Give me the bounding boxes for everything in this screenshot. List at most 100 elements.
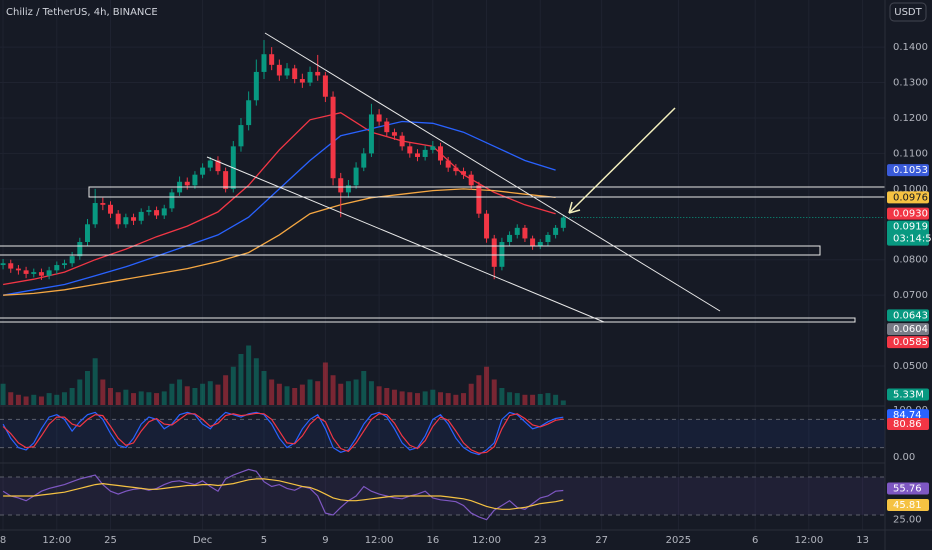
moving-average xyxy=(3,188,556,296)
candle-body xyxy=(246,100,252,126)
candle-body xyxy=(330,96,336,179)
candle-body xyxy=(138,211,144,221)
volume-bar xyxy=(484,366,490,405)
volume-bar xyxy=(276,383,282,405)
candle-body xyxy=(192,174,198,186)
candle-body xyxy=(530,238,536,246)
candle-body xyxy=(292,68,298,80)
y-tick-label: 25.00 xyxy=(893,515,922,526)
candle-body xyxy=(161,208,167,216)
volume-bar xyxy=(146,392,152,405)
candle-body xyxy=(445,160,451,168)
candle-body xyxy=(476,185,482,214)
volume-bar xyxy=(46,393,52,405)
volume-bar xyxy=(207,381,213,405)
volume-bar xyxy=(530,394,536,405)
x-tick-label: 6 xyxy=(752,535,758,546)
x-tick-label: 5 xyxy=(261,535,267,546)
volume-bar xyxy=(353,379,359,405)
candle-body xyxy=(315,71,321,76)
candle-body xyxy=(131,217,137,221)
volume-bar xyxy=(299,384,305,405)
candle-body xyxy=(38,272,44,276)
y-tick-label: 0.0700 xyxy=(893,290,928,301)
volume-bar xyxy=(514,393,520,405)
candle-body xyxy=(353,167,359,186)
candle-body xyxy=(407,146,413,154)
volume-bar xyxy=(438,392,443,405)
y-tick-label: 0.1000 xyxy=(893,184,928,195)
x-tick-label: Dec xyxy=(193,535,212,546)
volume-bar xyxy=(69,388,75,405)
volume-bar xyxy=(453,394,459,405)
value-badge-label: 80.86 xyxy=(893,419,922,430)
x-tick-label: 9 xyxy=(322,535,328,546)
volume-bar xyxy=(322,362,328,405)
y-tick-label: 0.1200 xyxy=(893,113,928,124)
volume-bar xyxy=(238,354,244,405)
candle-body xyxy=(8,263,14,269)
candle-body xyxy=(545,234,551,243)
volume-badge-label: 5.33M xyxy=(893,389,924,400)
candle-body xyxy=(391,132,397,136)
candle-body xyxy=(299,79,305,83)
volume-bar xyxy=(499,388,505,405)
volume-bar xyxy=(0,383,6,405)
rsi-line xyxy=(2,468,564,521)
x-tick-label: 23 xyxy=(534,535,547,546)
x-tick-label: 16 xyxy=(426,535,439,546)
volume-bar xyxy=(338,383,344,405)
volume-bar xyxy=(368,381,374,405)
currency-button[interactable] xyxy=(889,2,927,22)
volume-bar xyxy=(100,379,106,405)
countdown-label: 03:14:59 xyxy=(893,234,932,245)
volume-bar xyxy=(177,379,183,405)
volume-bar xyxy=(384,388,390,405)
value-badge-label: 84.74 xyxy=(893,410,922,421)
price-badge xyxy=(887,336,929,349)
volume-bar xyxy=(92,358,98,405)
candle-body xyxy=(108,204,114,214)
candle-body xyxy=(438,146,443,161)
x-tick-label: 12:00 xyxy=(472,535,501,546)
currency-label[interactable]: USDT xyxy=(894,7,922,18)
volume-bar xyxy=(77,379,83,405)
x-tick-label: 12:00 xyxy=(794,535,823,546)
candle-body xyxy=(184,181,190,186)
candle-body xyxy=(200,167,206,175)
zone-rect xyxy=(0,245,821,256)
candle-body xyxy=(69,256,75,264)
candle-body xyxy=(0,263,6,266)
volume-bar xyxy=(61,392,67,405)
candle-body xyxy=(207,160,213,168)
candle-body xyxy=(507,234,513,243)
x-tick-label: 8 xyxy=(0,535,6,546)
y-tick-label: 0.1300 xyxy=(893,78,928,89)
plots xyxy=(0,40,885,521)
candle-body xyxy=(284,68,290,76)
y-tick-label: 0.1400 xyxy=(893,42,928,53)
volume-bar xyxy=(246,345,252,405)
volume-bar xyxy=(108,388,114,405)
stoch_rsi-line xyxy=(2,412,564,454)
price-badge-label: 0.1053 xyxy=(893,165,928,176)
candle-body xyxy=(345,185,351,193)
volume-bar xyxy=(407,392,413,405)
stoch_rsi-line xyxy=(2,411,564,456)
volume-bar xyxy=(476,375,482,405)
y-tick-label: 0.0500 xyxy=(893,361,928,372)
price-badge xyxy=(887,191,929,204)
trendline xyxy=(206,156,605,323)
volume-bar xyxy=(8,392,14,405)
candle-body xyxy=(92,203,98,225)
zone-rect xyxy=(0,317,856,323)
volume-bar xyxy=(545,393,551,405)
candle-body xyxy=(361,153,367,168)
volume-bar xyxy=(15,394,21,405)
volume-bar xyxy=(284,386,290,405)
candle-body xyxy=(384,121,390,133)
candle-body xyxy=(491,238,497,267)
volume-bar xyxy=(307,379,313,405)
candle-body xyxy=(115,213,121,225)
